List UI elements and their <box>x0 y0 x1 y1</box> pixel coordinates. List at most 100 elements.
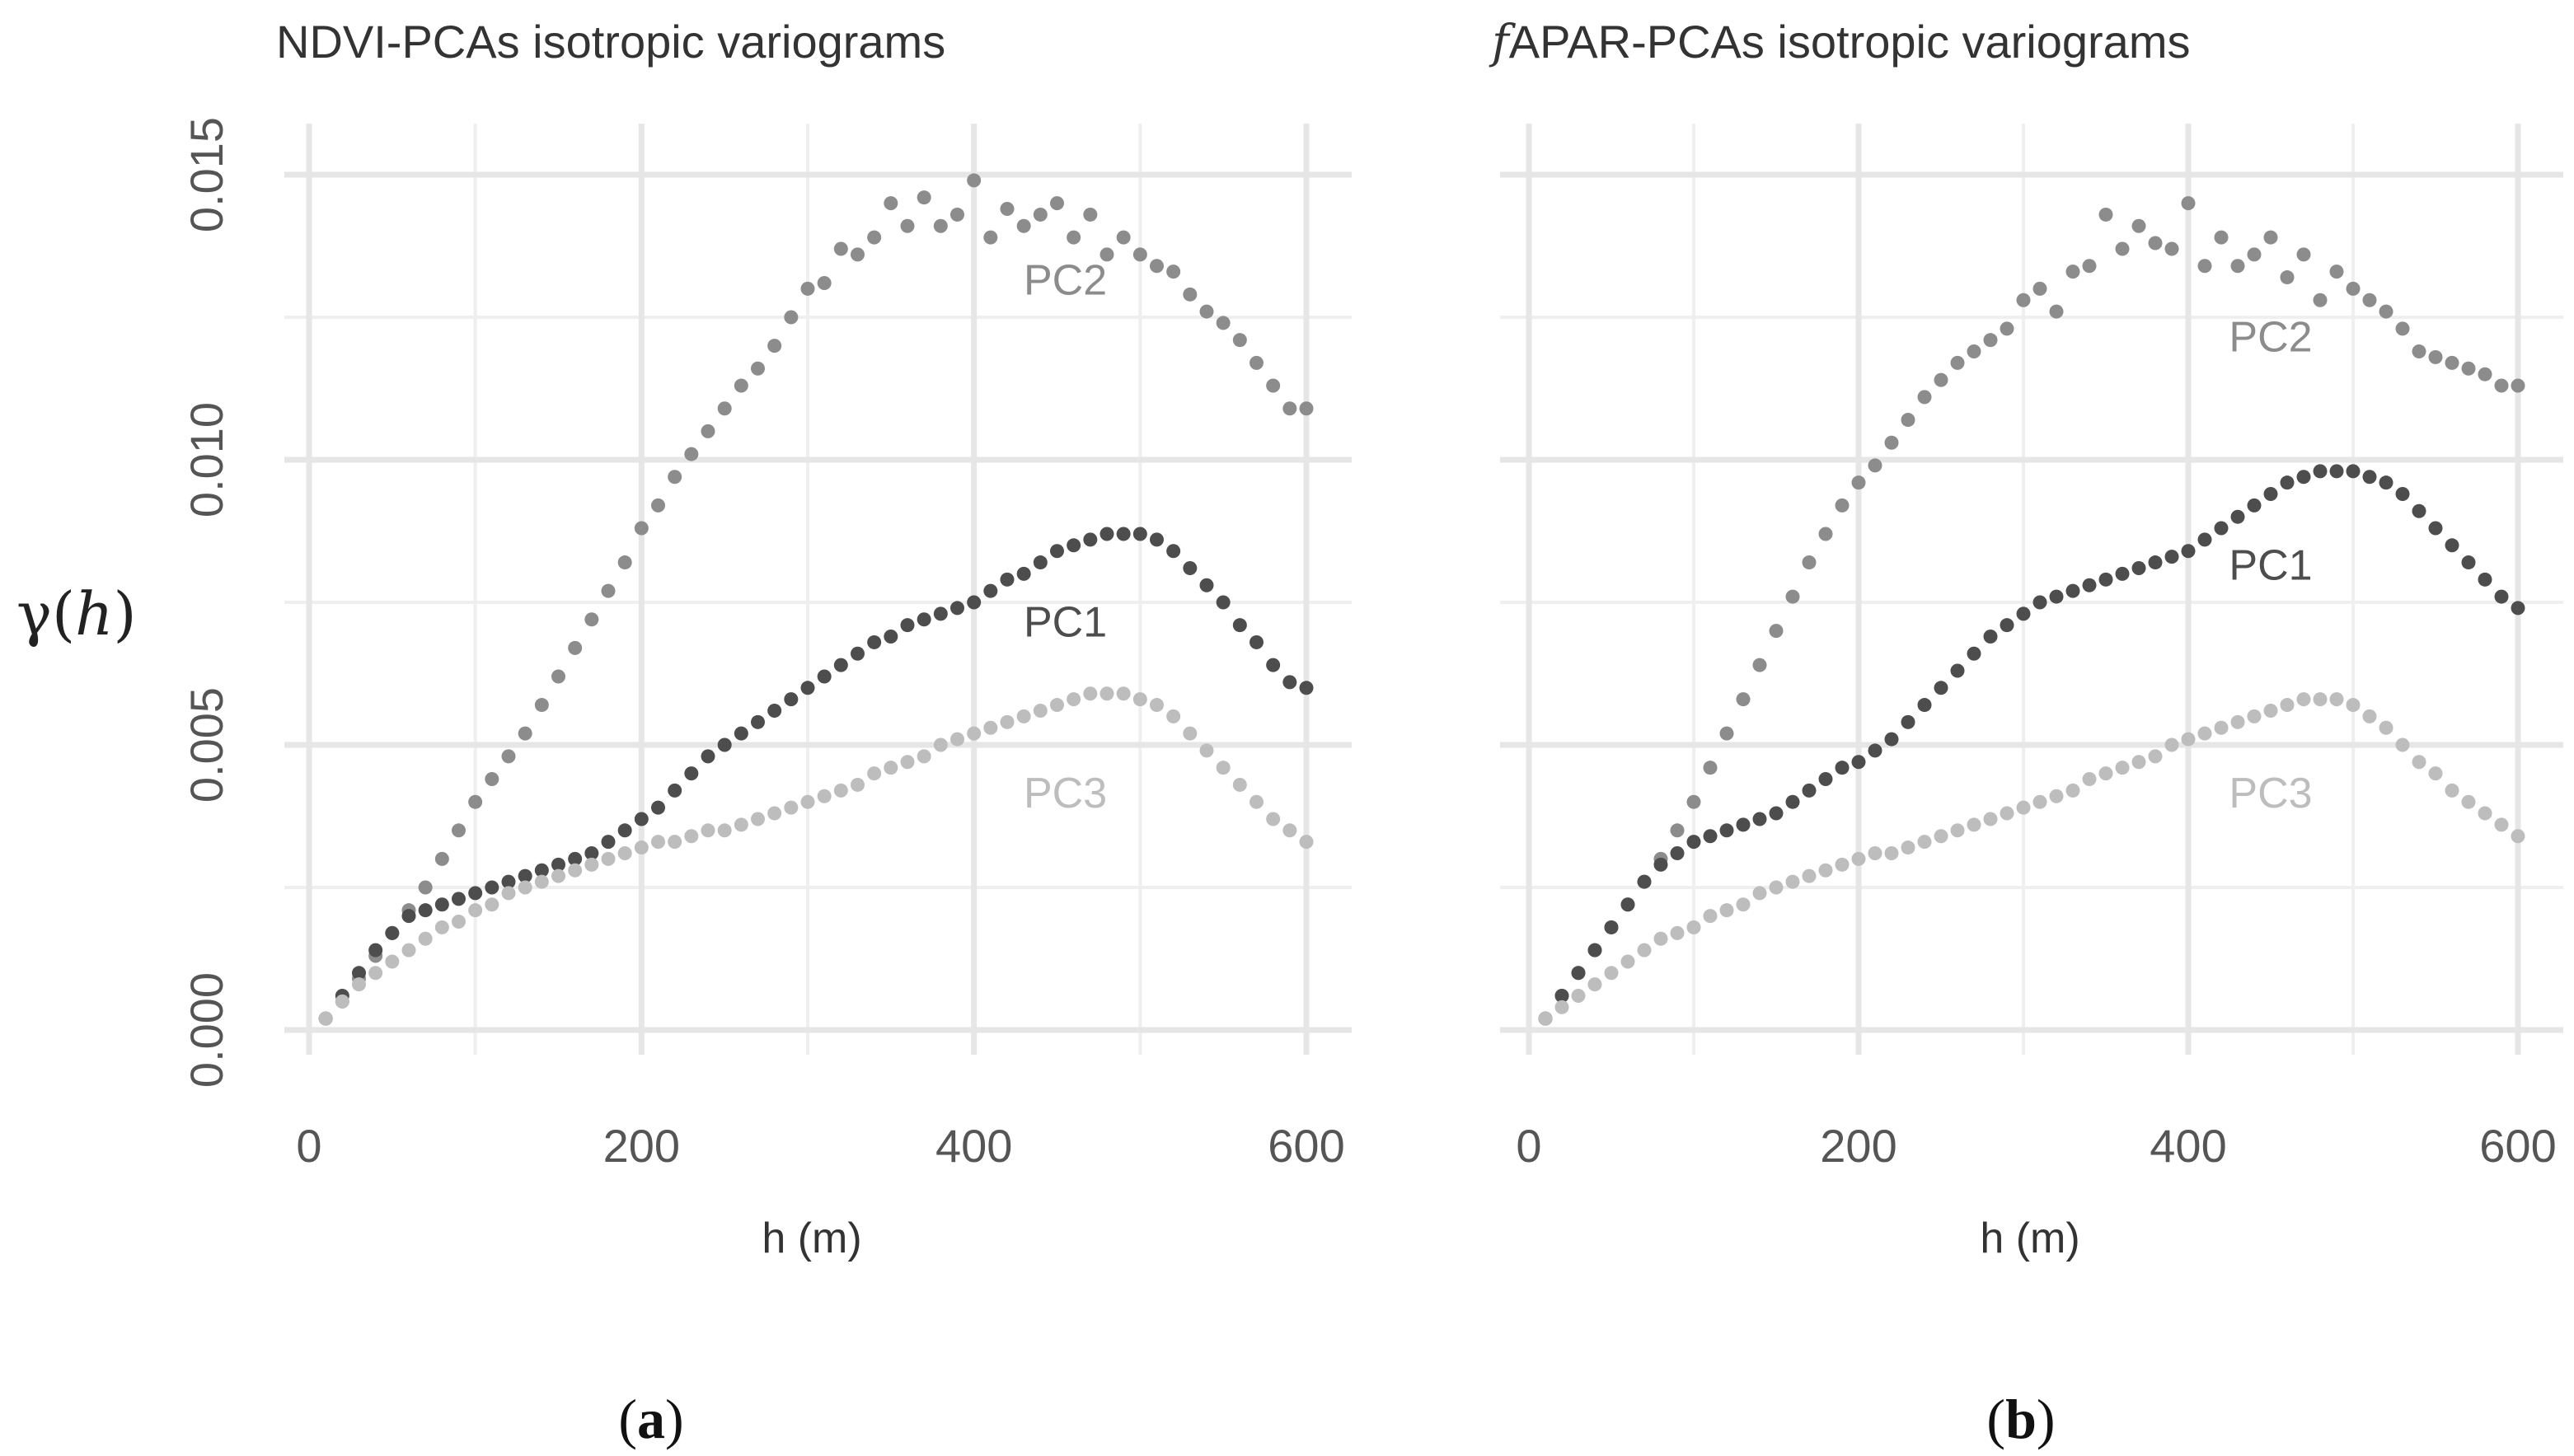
data-point <box>601 583 616 598</box>
y-tick-label: 0.015 <box>181 117 232 232</box>
panel-label-letter: a <box>637 1388 665 1450</box>
data-point <box>1183 560 1198 575</box>
data-point <box>2362 293 2377 307</box>
data-point <box>2362 470 2377 485</box>
data-point <box>1703 829 1718 844</box>
data-point <box>1868 458 1882 473</box>
data-point <box>2395 321 2410 336</box>
data-point <box>2115 761 2130 775</box>
series-label-pc3: PC3 <box>1024 770 1107 817</box>
data-point <box>1282 823 1297 838</box>
data-point <box>1703 761 1718 775</box>
data-point <box>1132 692 1147 707</box>
data-point <box>1299 835 1314 850</box>
data-point <box>2478 367 2492 382</box>
data-point <box>2082 259 2097 274</box>
data-point <box>1835 761 1850 775</box>
data-point <box>534 863 549 878</box>
data-point <box>2428 521 2443 536</box>
data-point <box>2148 749 2163 764</box>
data-point <box>1785 874 1800 889</box>
data-point <box>1884 435 1899 450</box>
data-point <box>385 925 400 940</box>
data-point <box>884 761 898 775</box>
data-point <box>833 658 848 672</box>
data-point <box>1016 566 1031 581</box>
data-point <box>1785 794 1800 809</box>
data-point <box>2247 709 2262 723</box>
data-point <box>1050 698 1064 713</box>
series-label-pc2: PC2 <box>1024 256 1107 304</box>
data-point <box>2313 692 2328 707</box>
data-point <box>917 612 931 627</box>
data-point <box>434 920 449 934</box>
data-point <box>1653 857 1668 872</box>
data-point <box>2082 772 2097 787</box>
data-point <box>1752 658 1767 672</box>
data-point <box>617 823 632 838</box>
data-point <box>634 840 649 855</box>
data-point <box>352 966 366 981</box>
data-point <box>2000 321 2014 336</box>
data-point <box>1967 817 1981 832</box>
series-pc3 <box>318 686 1314 1026</box>
data-point <box>601 835 616 850</box>
data-point <box>1067 692 1081 707</box>
data-point <box>784 692 799 707</box>
data-point <box>2214 720 2229 735</box>
data-point <box>1150 532 1164 547</box>
data-point <box>2131 560 2146 575</box>
data-point <box>1868 743 1882 758</box>
data-point <box>1033 703 1048 718</box>
data-point <box>701 749 715 764</box>
data-point <box>701 823 715 838</box>
data-point <box>1884 845 1899 860</box>
data-point <box>983 720 998 735</box>
data-point <box>2478 806 2492 821</box>
data-point <box>2000 806 2014 821</box>
data-point <box>1917 698 1932 713</box>
data-point <box>1785 589 1800 604</box>
data-point <box>668 783 682 798</box>
data-point <box>2197 532 2212 547</box>
data-point <box>767 339 782 353</box>
data-point <box>1266 812 1281 826</box>
data-point <box>2379 720 2393 735</box>
data-point <box>751 714 765 729</box>
data-point <box>501 749 516 764</box>
data-point <box>983 230 998 245</box>
data-point <box>1802 868 1817 883</box>
series-pc1 <box>318 527 1314 1026</box>
data-point <box>2379 304 2393 319</box>
data-point <box>568 640 583 655</box>
data-point <box>1917 835 1932 850</box>
data-point <box>1901 714 1915 729</box>
data-point <box>1538 1011 1553 1026</box>
data-point <box>1736 817 1751 832</box>
chart-title-text: APAR-PCAs isotropic variograms <box>1509 16 2191 68</box>
data-point <box>601 851 616 866</box>
data-point <box>1670 823 1685 838</box>
data-point <box>1934 372 1948 387</box>
data-points <box>318 173 1314 1026</box>
series-label-pc2: PC2 <box>2229 314 2312 362</box>
data-point <box>452 892 466 906</box>
series-pc1 <box>1538 464 2525 1026</box>
data-point <box>717 401 732 416</box>
data-point <box>867 230 882 245</box>
data-point <box>851 777 865 792</box>
data-point <box>2247 247 2262 262</box>
data-point <box>2379 475 2393 490</box>
data-point <box>1752 886 1767 901</box>
data-point <box>318 1011 333 1026</box>
data-point <box>501 874 516 889</box>
data-point <box>800 794 815 809</box>
data-point <box>833 783 848 798</box>
data-point <box>1216 595 1231 610</box>
data-point <box>2263 487 2278 502</box>
data-point <box>684 766 699 781</box>
data-point <box>734 378 748 393</box>
data-point <box>1199 304 1214 319</box>
data-point <box>1686 835 1701 850</box>
data-point <box>1116 686 1131 701</box>
